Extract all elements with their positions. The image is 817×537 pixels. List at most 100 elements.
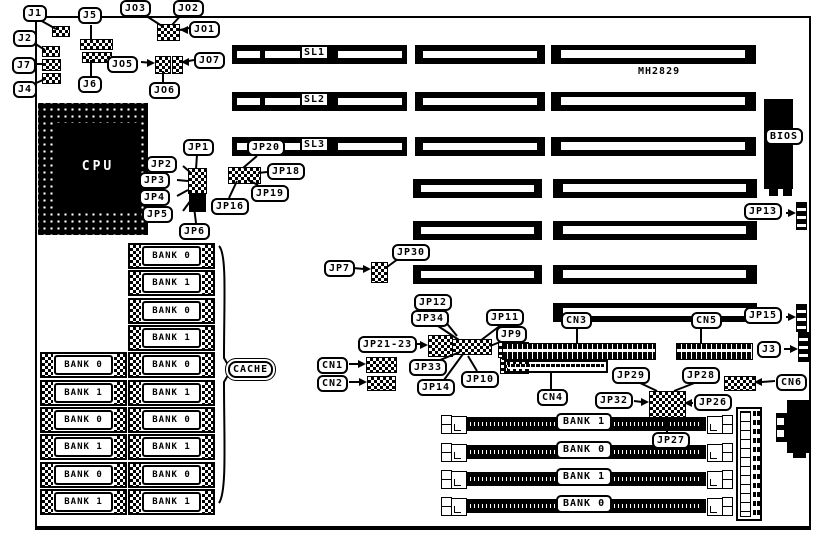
slot-opening [563,308,746,316]
keyboard-connector-notch [776,417,785,426]
simm-latch [451,444,467,462]
jp12-jp34-jumper [428,335,453,357]
bank-label: BANK 0 [142,410,201,430]
board-edge-bottom [35,526,811,530]
callout-jp4: JP4 [139,189,171,206]
cache-bank-socket: BANK 1 [40,380,127,406]
simm-latch [707,444,723,462]
power-connector-pins [740,411,751,517]
cpu-label: CPU [56,123,140,210]
callout-jp34: JP34 [411,310,450,327]
callout-jp27: JP27 [652,432,691,449]
callout-jp33: JP33 [409,359,448,376]
slot-opening [563,270,746,278]
power-connector-detail [753,411,756,517]
callout-cn1: CN1 [317,357,349,374]
cache-bank-socket: BANK 0 [128,298,215,324]
callout-jp26: JP26 [694,394,733,411]
cn2-connector [367,376,396,391]
isa-slot-right [551,45,756,64]
keyboard-connector-tab [793,453,806,458]
jp5-jp6-jumper [189,193,206,212]
simm-latch [707,416,723,434]
simm-clip [722,479,733,489]
jp15-jumper [796,304,807,332]
callout-j3: J3 [757,341,782,358]
bios-chip-pin [769,189,778,196]
bank-label: BANK 1 [54,383,113,403]
callout-jo3: JO3 [120,0,152,17]
simm-clip [722,424,733,434]
slot-opening [265,51,303,58]
jp16-jp20-jumper [228,167,261,184]
cache-bank-socket: BANK 0 [128,243,215,269]
simm-clip [722,506,733,516]
callout-jp16: JP16 [211,198,250,215]
cache-bank-socket: BANK 0 [128,407,215,433]
bios-label: BIOS [765,128,804,145]
cache-bank-socket: BANK 1 [40,489,127,515]
bios-chip-pin [783,189,792,196]
callout-jp5: JP5 [142,206,174,223]
cache-bank-socket: BANK 1 [128,325,215,351]
simm-latch [707,498,723,516]
board-edge-right [809,16,811,530]
callout-jp29: JP29 [612,367,651,384]
isa-slot-right [551,137,756,156]
callout-cn6: CN6 [776,374,808,391]
bank-label: BANK 1 [142,492,201,512]
isa-slot-middle [415,45,545,64]
slot-opening [421,227,534,234]
slot-opening [423,98,537,105]
power-connector [736,407,762,521]
callout-j1: J1 [23,5,48,22]
callout-jp7: JP7 [324,260,356,277]
callout-jp11: JP11 [486,309,525,326]
simm-latch [451,498,467,516]
cn3-connector [502,343,656,360]
cache-bank-socket: BANK 0 [128,352,215,378]
bank-label: BANK 1 [142,273,201,293]
callout-jp19: JP19 [251,185,290,202]
cpu-socket: CPU [38,103,148,235]
keyboard-connector [787,400,810,453]
isa-slot-right [553,179,757,198]
isa-slot-middle [413,265,542,284]
j2-jumper [42,46,60,57]
isa-slot-left: SL1 [232,45,407,64]
isa-slot-left: SL2 [232,92,407,111]
cache-bank-socket: BANK 1 [128,489,215,515]
callout-jp12: JP12 [414,294,453,311]
callout-j4: J4 [13,81,38,98]
callout-jp2: JP2 [146,156,178,173]
bank-label: BANK 0 [54,355,113,375]
isa-slot-middle [413,179,542,198]
jo1-jo2-jo3-jumper [157,24,180,41]
board-edge-left [35,16,37,530]
cn4-connector [504,360,608,373]
callout-cn5: CN5 [691,312,723,329]
callout-jo2: JO2 [173,0,205,17]
j7-jumper [42,59,61,71]
slot-name-label: SL3 [300,137,330,152]
cache-bank-socket: BANK 0 [128,462,215,488]
callout-jp14: JP14 [417,379,456,396]
bank-label: BANK 0 [54,410,113,430]
callout-j6: J6 [78,76,103,93]
callout-jp9: JP9 [496,326,528,343]
simm-latch [451,471,467,489]
slot-opening [561,50,745,58]
cache-bank-socket: BANK 1 [40,434,127,460]
slot-name-label: SL2 [300,92,330,107]
callout-jp20: JP20 [247,139,286,156]
slot-opening [423,143,537,150]
jp21-23-jumper [452,339,492,355]
callout-jp3: JP3 [139,172,171,189]
bank-label: BANK 1 [54,437,113,457]
keyboard-connector-notch [776,429,785,438]
bank-label: BANK 1 [142,328,201,348]
j4-jumper [42,73,61,84]
simm-clip [722,452,733,462]
slot-opening [237,98,260,105]
cache-bank-socket: BANK 1 [128,380,215,406]
